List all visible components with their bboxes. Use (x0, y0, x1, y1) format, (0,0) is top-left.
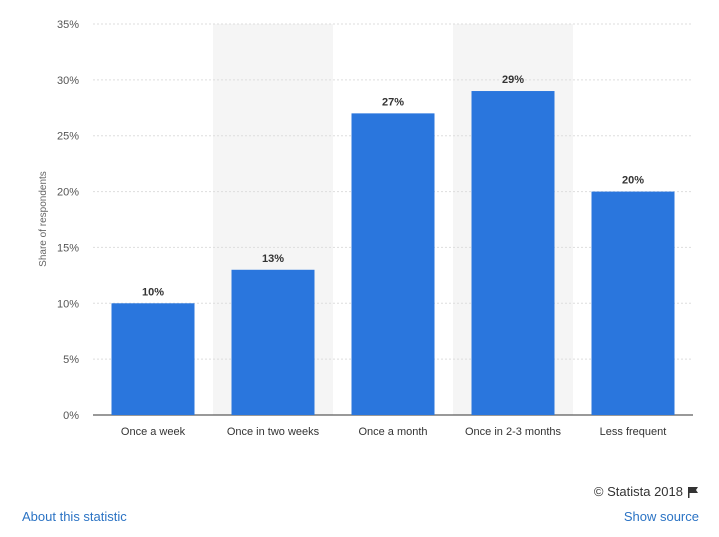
bars (111, 91, 675, 416)
show-source-link[interactable]: Show source (623, 509, 699, 524)
y-tick-label: 30% (57, 75, 79, 87)
y-tick-label: 25% (57, 131, 79, 143)
category-label: Once a week (121, 426, 186, 438)
y-tick-label: 15% (57, 242, 79, 254)
category-label: Less frequent (600, 426, 667, 438)
y-tick-label: 5% (63, 354, 79, 366)
category-label: Once in two weeks (227, 426, 320, 438)
y-tick-label: 35% (57, 19, 79, 31)
category-label: Once a month (358, 426, 427, 438)
bar[interactable] (111, 303, 195, 415)
bar[interactable] (471, 91, 555, 416)
copyright-text: © Statista 2018 (593, 484, 683, 499)
about-statistic-link[interactable]: About this statistic (22, 509, 127, 524)
y-axis-title: Share of respondents (38, 171, 49, 267)
data-label: 20% (622, 175, 644, 187)
category-label: Once in 2-3 months (465, 426, 561, 438)
data-label: 10% (142, 286, 164, 298)
y-tick-labels: 0% 5% 10% 15% 20% 25% 30% 35% (57, 19, 79, 422)
bar[interactable] (591, 191, 675, 415)
y-tick-label: 20% (57, 187, 79, 199)
x-category-labels: Once a week Once in two weeks Once a month… (121, 426, 666, 438)
data-label: 29% (502, 74, 524, 86)
data-label: 27% (382, 96, 404, 108)
y-tick-label: 10% (57, 298, 79, 310)
copyright-notice: © Statista 2018 (594, 484, 699, 499)
bar[interactable] (351, 113, 435, 415)
data-label: 13% (262, 253, 284, 265)
flag-icon[interactable] (687, 486, 699, 498)
y-tick-label: 0% (63, 410, 79, 422)
bar-chart: 10% 13% 27% 29% 20% 0% 5% 10% 15% 20% 25% 30% 35% O… (38, 19, 693, 438)
data-labels: 10% 13% 27% 29% 20% (142, 74, 644, 298)
bar[interactable] (231, 269, 315, 415)
